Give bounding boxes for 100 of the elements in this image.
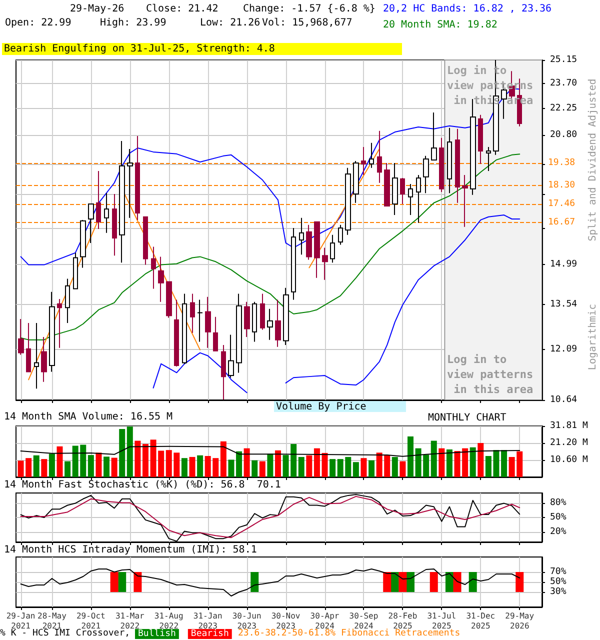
bar: [48, 454, 55, 477]
bar: [360, 458, 367, 477]
candlestick: [275, 299, 281, 348]
candlestick: [470, 98, 476, 196]
x-tick-label: 29-May 2026: [505, 612, 534, 630]
candlestick: [447, 127, 452, 194]
candlestick: [361, 146, 366, 176]
bar: [438, 448, 445, 477]
chart-title: 14 Month SMA Volume: 16.55 M: [4, 412, 173, 422]
y-tick-label: 13.54: [550, 300, 578, 310]
line-series: [20, 446, 520, 457]
y-tick-label: 20%: [550, 527, 567, 538]
text: Bullish: [138, 629, 176, 639]
candlestick: [96, 170, 101, 230]
ref-line-label: 19.38: [548, 158, 576, 168]
y-tick-label: 20.80: [550, 130, 578, 140]
candlestick: [119, 140, 125, 264]
candlestick: [49, 291, 55, 372]
bar: [189, 456, 196, 477]
ref-line-label: 18.30: [548, 180, 576, 191]
text: Bearish: [190, 629, 229, 639]
x-tick-label: 30-Sep 2024: [349, 612, 378, 630]
candlestick: [213, 316, 218, 352]
bar: [236, 451, 242, 477]
x-tick-label: 31-Mar 2022: [115, 612, 145, 630]
candlestick: [431, 112, 437, 160]
bar: [470, 447, 476, 477]
y-tick-label: 50%: [550, 577, 567, 587]
x-tick-label: 28-Feb 2025: [388, 612, 418, 630]
bar: [408, 436, 414, 477]
candlestick: [228, 334, 234, 378]
candlestick: [151, 246, 156, 290]
y-tick-label: 80%: [550, 498, 567, 508]
candlestick: [80, 219, 86, 268]
candlestick: [299, 217, 304, 256]
y-tick-label: 31.81 M: [550, 421, 589, 431]
y-tick-label: 50%: [550, 512, 567, 522]
candlestick: [135, 136, 140, 220]
candlestick: [41, 336, 47, 382]
bar: [274, 450, 281, 477]
annotation: Log in to view patterns in this area: [447, 353, 534, 396]
candlestick: [369, 142, 374, 168]
candlestick: [166, 281, 172, 318]
bar: [446, 449, 452, 477]
bar: [104, 456, 110, 477]
y-tick-label: 23.70: [550, 78, 578, 88]
bar: [478, 443, 484, 477]
candlestick: [322, 247, 328, 280]
x-tick-label: 31-Dec 2025: [466, 612, 496, 630]
candlestick: [57, 298, 62, 348]
candlestick: [330, 234, 335, 264]
ref-line-label: 16.67: [548, 218, 576, 228]
text: Logarithmic: [588, 304, 598, 370]
candlestick: [88, 204, 94, 244]
bar: [220, 441, 226, 477]
chart-title: 14 Month Fast Stochastic (%K) (%D): 56.8 70.1: [4, 480, 281, 490]
candlestick: [197, 299, 203, 342]
bar: [392, 456, 398, 477]
bar: [96, 452, 102, 477]
text: Low: 21.26: [200, 18, 260, 28]
candlestick: [112, 193, 117, 256]
bar: [501, 450, 508, 477]
y-tick-label: 21.20 M: [550, 438, 589, 448]
candlestick: [244, 301, 250, 338]
bar: [368, 460, 375, 477]
bar: [322, 452, 328, 477]
text: Bearish Engulfing on 31-Jul-25, Strength: 4.8: [4, 44, 275, 54]
candlestick: [408, 183, 413, 216]
candlestick: [174, 299, 179, 368]
bar: [400, 461, 406, 477]
bar: [142, 444, 148, 477]
bar: [267, 454, 274, 477]
candlestick: [377, 130, 382, 184]
bar: [259, 461, 266, 477]
candlestick: [486, 146, 491, 172]
bar: [298, 456, 304, 477]
text: Volume By Price: [276, 402, 366, 412]
text: Open: 22.99: [5, 18, 72, 28]
bar: [430, 440, 437, 477]
x-tick-label: 31-Jan 2023: [193, 612, 222, 630]
bar: [111, 458, 118, 477]
text: Close: 21.42: [146, 4, 218, 14]
text: High: 23.99: [100, 18, 166, 28]
candlestick: [478, 114, 483, 164]
y-tick-label: 10.64: [550, 395, 578, 405]
candlestick: [439, 137, 444, 192]
candlestick: [338, 224, 343, 246]
candlestick: [143, 216, 148, 266]
y-tick-label: 70%: [550, 567, 567, 577]
candlestick: [392, 162, 398, 216]
bar: [228, 460, 234, 477]
candlestick: [127, 148, 133, 218]
candlestick: [236, 293, 242, 374]
candlestick: [104, 192, 109, 234]
bar: [252, 460, 258, 477]
line-series: [20, 568, 520, 596]
bar: [181, 458, 188, 477]
candlestick: [314, 221, 320, 278]
bar: [56, 446, 63, 477]
bar: [41, 459, 48, 477]
